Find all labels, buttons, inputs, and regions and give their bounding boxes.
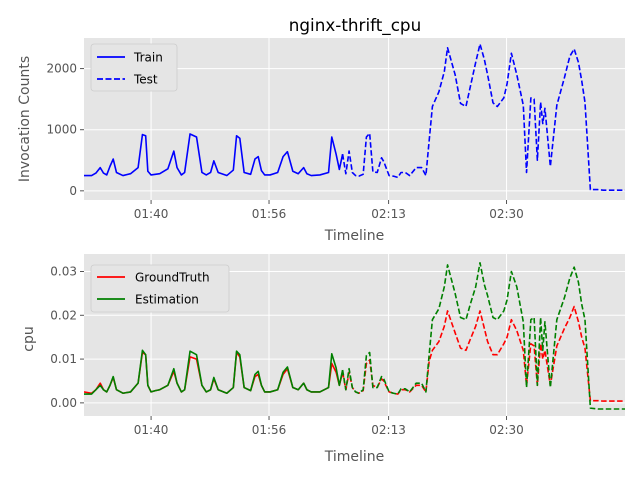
y-axis-ticks: 0 1000 2000 xyxy=(46,62,84,198)
legend-label-test: Test xyxy=(133,73,158,87)
x-axis-label: Timeline xyxy=(324,228,385,244)
bottom-chart: 0.00 0.01 0.02 0.03 01:40 01:56 02:13 02:30 Ti… xyxy=(21,254,625,465)
x-axis-ticks: 01:40 01:56 02:13 02:30 xyxy=(134,416,524,437)
x-tick-label: 02:30 xyxy=(489,423,524,437)
x-tick-label: 01:40 xyxy=(134,207,169,221)
y-tick-label: 0.01 xyxy=(50,352,77,366)
legend: Train Test xyxy=(90,43,178,92)
y-axis-label: Invocation Counts xyxy=(17,56,33,182)
x-axis-label: Timeline xyxy=(324,449,385,465)
series-line-groundtruth-test xyxy=(341,305,625,402)
top-chart: nginx-thrift_cpu 0 1000 2000 01:40 01:56 02:… xyxy=(17,15,625,244)
x-tick-label: 01:40 xyxy=(134,423,169,437)
x-tick-label: 02:13 xyxy=(371,207,406,221)
y-tick-label: 0 xyxy=(69,184,77,198)
legend-box xyxy=(90,43,178,92)
chart-title: nginx-thrift_cpu xyxy=(289,15,421,36)
y-tick-label: 0.03 xyxy=(50,265,77,279)
grid xyxy=(84,254,625,416)
legend-label-estimation: Estimation xyxy=(135,293,199,307)
x-tick-label: 01:56 xyxy=(252,207,287,221)
series-lines xyxy=(84,43,625,192)
legend-box xyxy=(90,264,230,313)
x-tick-label: 02:13 xyxy=(371,423,406,437)
x-tick-label: 02:30 xyxy=(489,207,524,221)
series-line-estimation-test xyxy=(341,261,625,410)
y-axis-label: cpu xyxy=(21,326,37,351)
legend: GroundTruth Estimation xyxy=(90,264,230,313)
y-tick-label: 2000 xyxy=(46,62,77,76)
series-lines xyxy=(84,261,625,410)
x-axis-ticks: 01:40 01:56 02:13 02:30 xyxy=(134,200,524,221)
legend-label-train: Train xyxy=(133,51,163,65)
series-line-train xyxy=(84,133,344,177)
x-tick-label: 01:56 xyxy=(252,423,287,437)
y-tick-label: 1000 xyxy=(46,123,77,137)
y-tick-label: 0.02 xyxy=(50,308,77,322)
series-line-estimation-train xyxy=(84,349,344,395)
y-axis-ticks: 0.00 0.01 0.02 0.03 xyxy=(50,265,84,410)
y-tick-label: 0.00 xyxy=(50,396,77,410)
series-line-test xyxy=(341,43,625,192)
legend-label-groundtruth: GroundTruth xyxy=(135,271,210,285)
